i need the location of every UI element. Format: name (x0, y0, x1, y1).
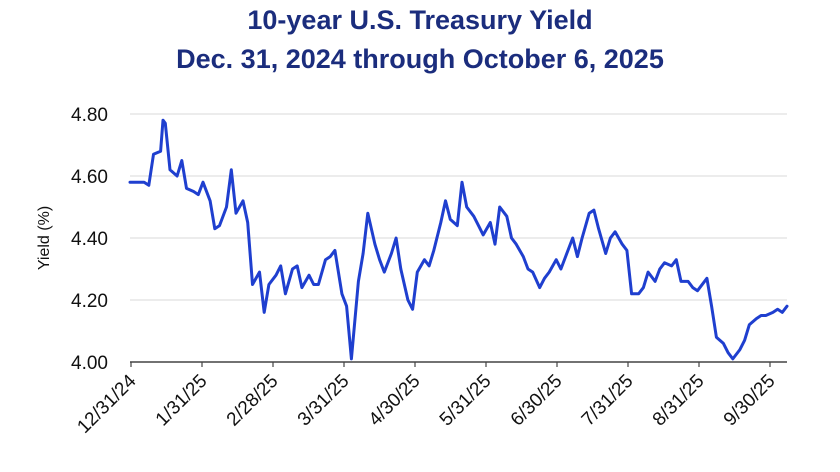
chart-title: 10-year U.S. Treasury Yield (247, 5, 593, 35)
x-tick-label: 5/31/25 (436, 371, 496, 431)
y-tick-label: 4.00 (71, 353, 108, 374)
y-tick-label: 4.60 (71, 167, 108, 188)
y-tick-label: 4.40 (71, 229, 108, 250)
x-tick-label: 12/31/24 (73, 370, 140, 437)
y-tick-label: 4.80 (71, 105, 108, 126)
x-tick-label: 2/28/25 (223, 371, 283, 431)
chart-subtitle: Dec. 31, 2024 through October 6, 2025 (176, 44, 664, 74)
x-tick-label: 6/30/25 (507, 371, 567, 431)
x-tick-label: 9/30/25 (720, 371, 780, 431)
x-tick-label: 8/31/25 (649, 371, 709, 431)
y-tick-label: 4.20 (71, 291, 108, 312)
x-tick-label: 1/31/25 (152, 371, 212, 431)
y-axis-ticks: 4.00 4.20 4.40 4.60 4.80 (71, 105, 108, 374)
x-axis-ticks: 12/31/24 1/31/25 2/28/25 3/31/25 4/30/25 5/31… (73, 362, 780, 438)
x-tick-label: 4/30/25 (365, 371, 425, 431)
gridlines (130, 113, 787, 301)
x-tick-label: 7/31/25 (578, 371, 638, 431)
x-tick-label: 3/31/25 (294, 371, 354, 431)
y-axis-label: Yield (%) (36, 206, 53, 270)
yield-series-line (128, 118, 789, 361)
